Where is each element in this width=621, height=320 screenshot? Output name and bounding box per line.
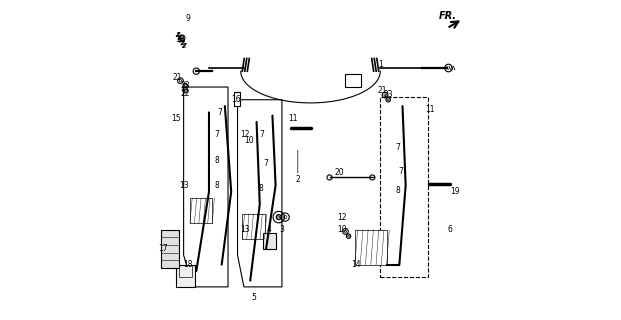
Bar — [263, 233, 276, 249]
Text: 7: 7 — [214, 130, 219, 139]
Text: 13: 13 — [241, 225, 250, 234]
Bar — [345, 74, 361, 87]
Text: 8: 8 — [214, 181, 219, 190]
Text: 12: 12 — [337, 212, 347, 222]
Text: 14: 14 — [351, 260, 361, 269]
Bar — [179, 265, 191, 277]
Text: 8: 8 — [396, 186, 400, 195]
Bar — [355, 230, 387, 265]
Text: 11: 11 — [425, 105, 434, 114]
Bar — [234, 92, 240, 106]
Text: 7: 7 — [217, 108, 222, 117]
Bar — [176, 265, 195, 287]
Text: 7: 7 — [259, 130, 264, 139]
Text: 16: 16 — [231, 95, 241, 104]
Text: 13: 13 — [179, 181, 188, 190]
Bar — [380, 97, 428, 277]
Text: 3: 3 — [279, 225, 284, 234]
Text: 8: 8 — [259, 184, 264, 193]
Bar — [242, 214, 265, 239]
Text: 20: 20 — [334, 168, 344, 177]
Text: 17: 17 — [158, 244, 168, 253]
Text: 11: 11 — [288, 114, 298, 123]
Text: 7: 7 — [399, 167, 404, 176]
Bar — [190, 198, 212, 223]
Text: 23: 23 — [383, 91, 393, 100]
Text: 4: 4 — [267, 225, 272, 234]
Text: 23: 23 — [180, 81, 190, 90]
Text: 12: 12 — [240, 130, 250, 139]
Bar — [161, 230, 179, 268]
Text: 10: 10 — [244, 136, 253, 146]
Text: 7: 7 — [396, 143, 400, 152]
Text: 18: 18 — [184, 260, 193, 269]
Text: 5: 5 — [251, 293, 256, 302]
Text: 15: 15 — [171, 114, 181, 123]
Text: 21: 21 — [377, 86, 387, 95]
Text: FR.: FR. — [439, 11, 457, 21]
Text: 8: 8 — [214, 156, 219, 164]
Text: 6: 6 — [448, 225, 453, 234]
Text: 7: 7 — [264, 159, 268, 168]
Text: 2: 2 — [296, 174, 300, 184]
Text: 10: 10 — [337, 225, 347, 234]
Text: 19: 19 — [450, 187, 460, 196]
Text: 9: 9 — [186, 14, 191, 23]
Text: 10: 10 — [176, 35, 185, 44]
Text: 22: 22 — [181, 89, 190, 98]
Text: 1: 1 — [378, 60, 383, 69]
Text: 21: 21 — [173, 73, 182, 82]
